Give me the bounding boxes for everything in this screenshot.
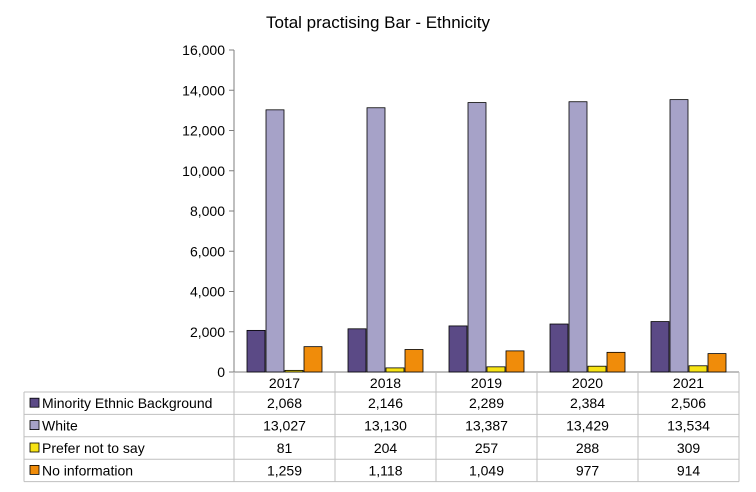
bar-white-2017 [265,109,285,373]
bar-prefer-not-to-say-2018 [385,367,405,373]
data-label: 204 [374,440,398,456]
y-tick-label: 2,000 [190,324,225,340]
data-label: 309 [677,440,701,456]
data-label: 1,118 [369,462,403,478]
data-label: 13,027 [263,418,306,434]
legend-key [29,397,40,408]
bar-no-information-2018 [404,349,424,373]
legend-label: Minority Ethnic Background [42,395,212,411]
bar-minority-ethnic-background-2020 [549,323,569,373]
bar-no-information-2020 [606,351,626,373]
bar-white-2020 [568,101,588,373]
data-label: 257 [475,440,499,456]
x-tick-label: 2019 [471,375,502,391]
data-label: 1,049 [469,462,504,478]
data-label: 2,289 [469,395,504,411]
data-label: 81 [277,440,293,456]
data-label: 977 [576,462,600,478]
chart-title: Total practising Bar - Ethnicity [266,13,490,32]
data-label: 13,534 [667,418,710,434]
y-tick-label: 12,000 [182,123,225,139]
data-label: 13,429 [566,418,609,434]
y-tick-label: 8,000 [190,203,225,219]
y-tick-label: 10,000 [182,163,225,179]
data-label: 2,146 [368,395,403,411]
bar-white-2019 [467,102,487,373]
data-label: 13,130 [364,418,407,434]
bars [246,99,727,373]
data-label: 2,506 [671,395,706,411]
y-tick-label: 4,000 [190,284,225,300]
y-tick-label: 14,000 [182,82,225,98]
y-tick-label: 0 [217,364,225,380]
bar-no-information-2019 [505,350,525,373]
bar-no-information-2021 [707,353,727,373]
x-tick-label: 2018 [370,375,401,391]
bar-prefer-not-to-say-2017 [284,369,304,373]
data-label: 2,384 [570,395,605,411]
legend-key [29,420,40,431]
legend-key [29,464,40,475]
bar-no-information-2017 [303,346,323,373]
bar-prefer-not-to-say-2020 [587,365,607,373]
bar-white-2021 [669,99,689,373]
bar-minority-ethnic-background-2019 [448,325,468,373]
bar-prefer-not-to-say-2019 [486,366,506,373]
bar-minority-ethnic-background-2018 [347,328,367,373]
legend-key [29,442,40,453]
legend-label: Prefer not to say [42,440,145,456]
y-tick-label: 6,000 [190,243,225,259]
data-label: 914 [677,462,701,478]
data-label: 288 [576,440,600,456]
x-tick-label: 2021 [673,375,704,391]
legend-label: No information [42,462,133,478]
bar-minority-ethnic-background-2021 [650,321,670,373]
bar-prefer-not-to-say-2021 [688,365,708,373]
data-table: 2017 2018 2019 2020 2021 Minority Ethnic Back… [23,372,740,483]
bar-white-2018 [366,107,386,373]
data-label: 1,259 [267,462,302,478]
data-label: 13,387 [465,418,508,434]
legend-label: White [42,418,78,434]
x-tick-label: 2017 [269,375,300,391]
bar-minority-ethnic-background-2017 [246,329,266,373]
data-label: 2,068 [267,395,302,411]
x-tick-label: 2020 [572,375,603,391]
y-tick-label: 16,000 [182,42,225,58]
